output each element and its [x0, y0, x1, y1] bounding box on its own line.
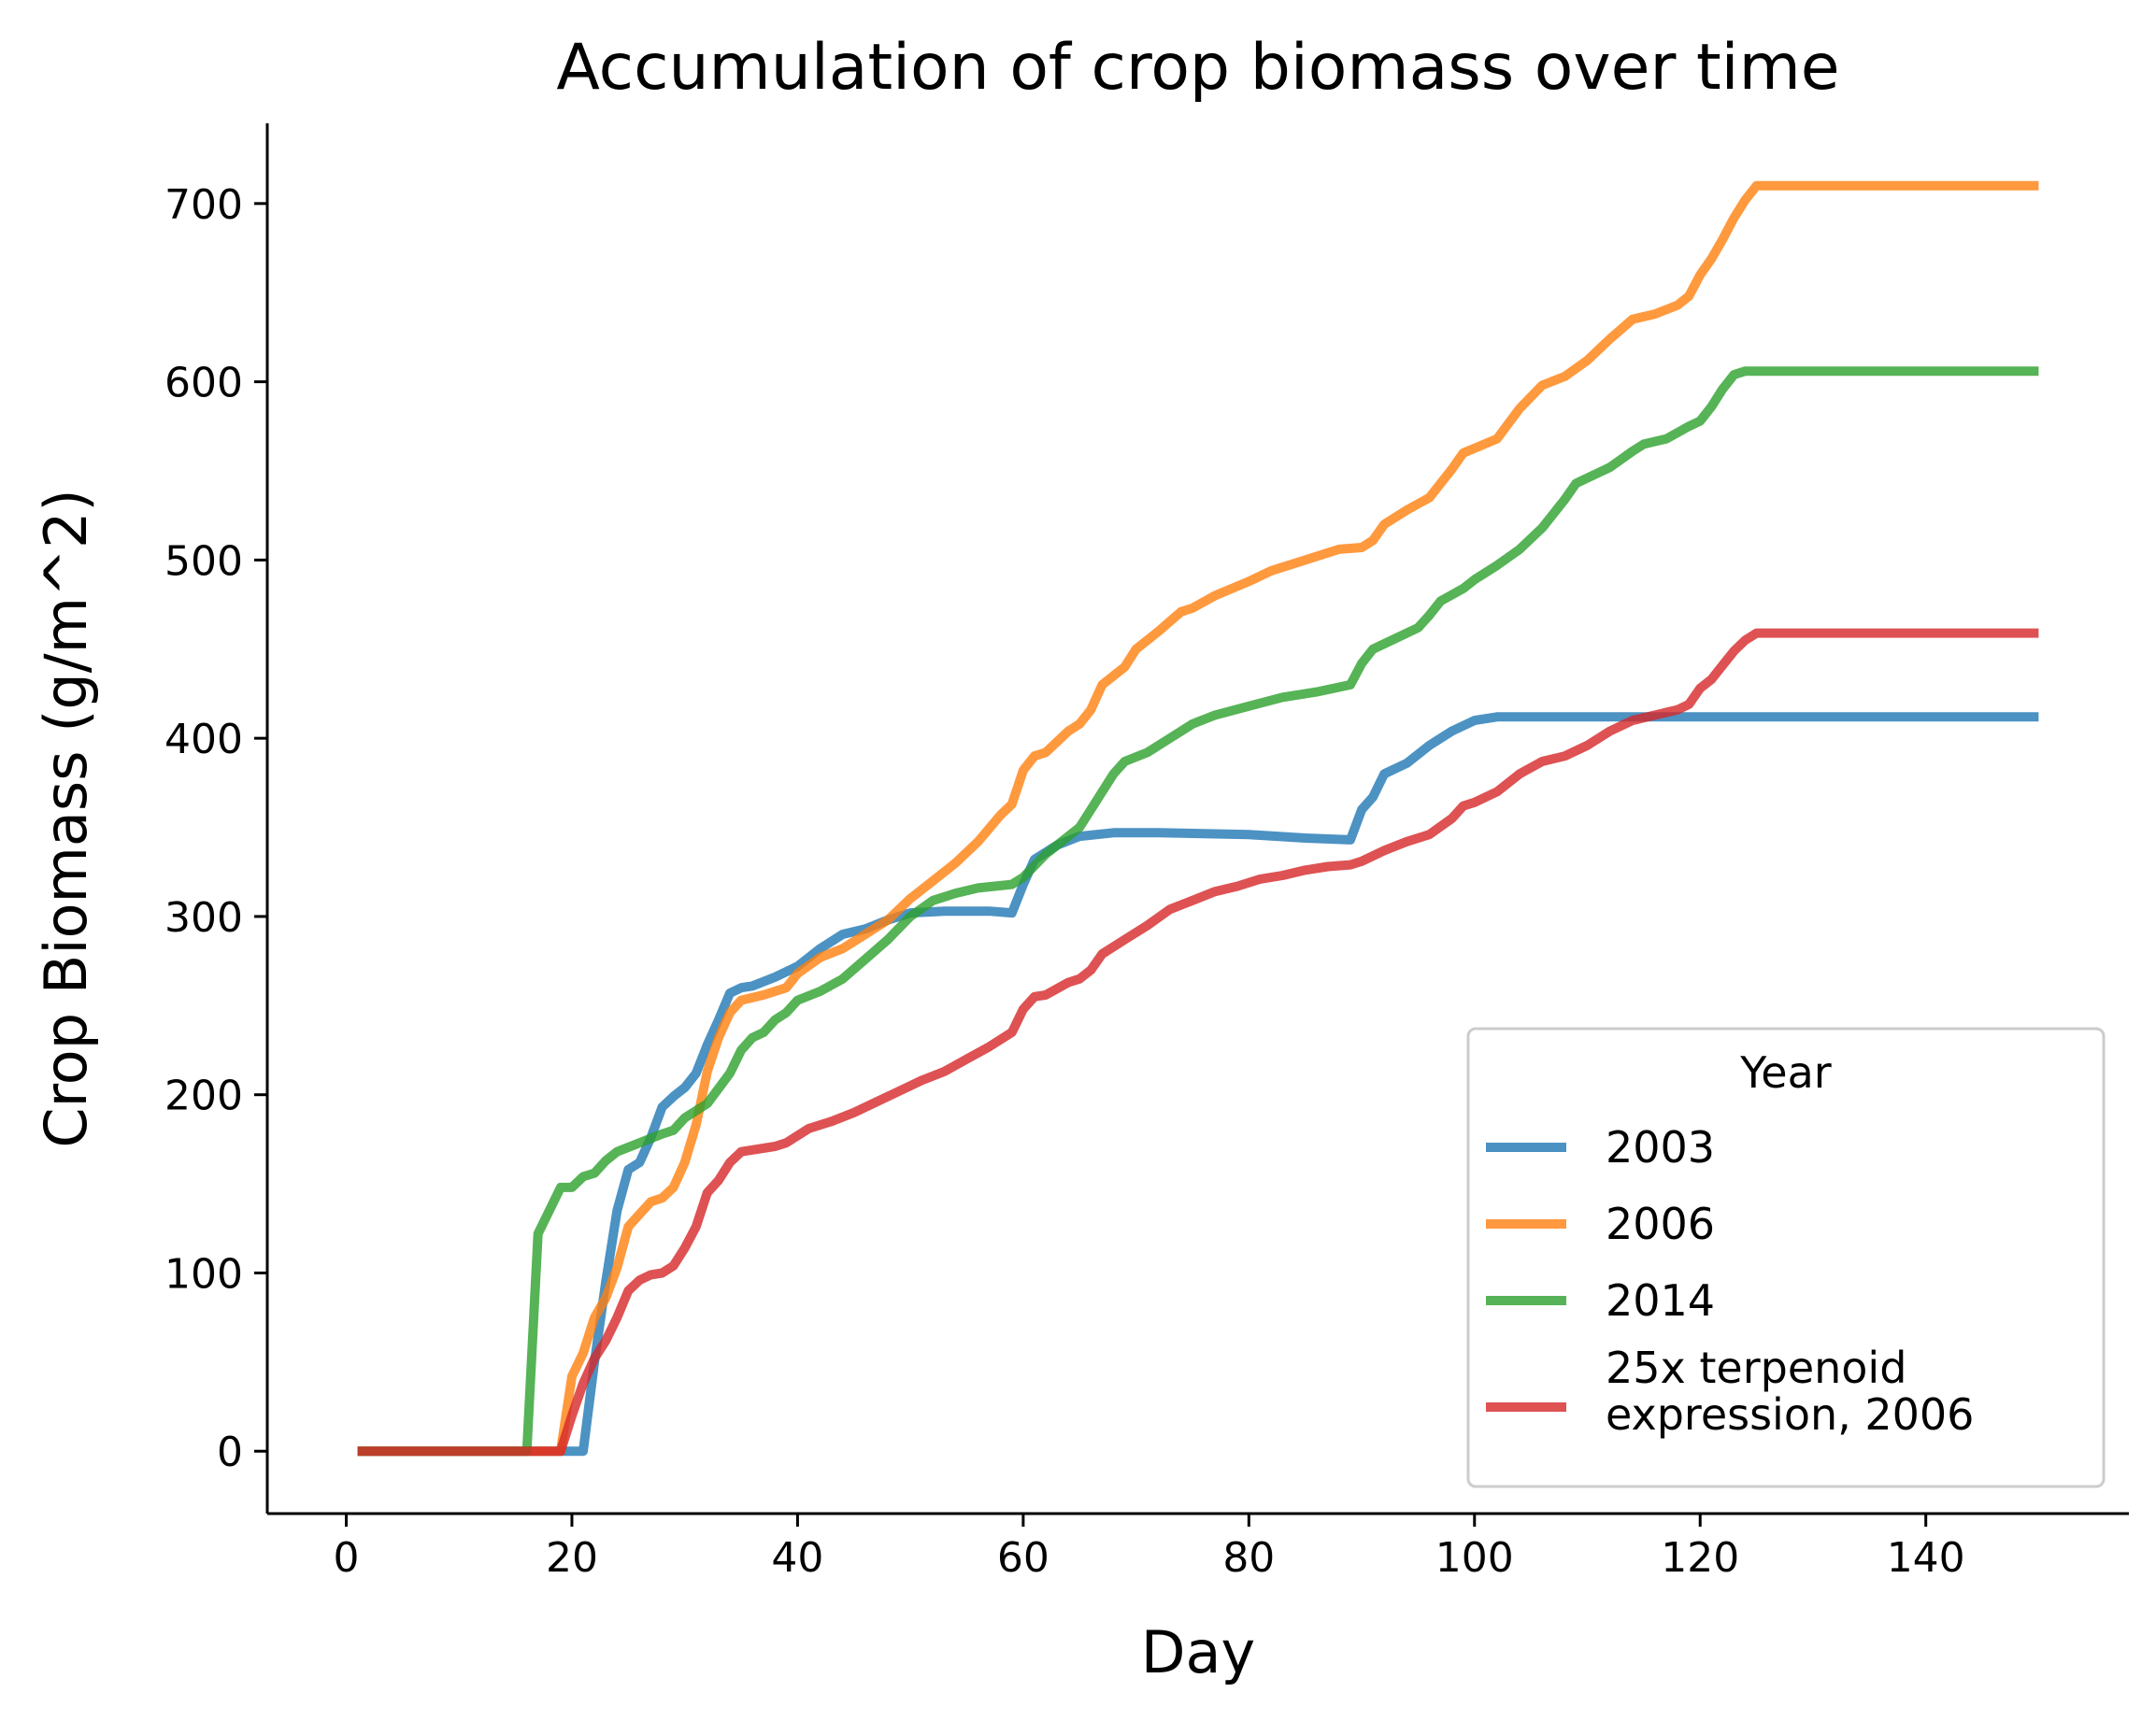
legend-frame — [1466, 1027, 2106, 1488]
x-tick-label: 40 — [771, 1534, 823, 1582]
series-line — [357, 366, 2039, 1457]
x-tick-label: 0 — [334, 1534, 360, 1582]
y-axis-label: Crop Biomass (g/m^2) — [32, 489, 100, 1147]
legend-label: 25x terpenoid — [1606, 1343, 1906, 1393]
series-line — [357, 628, 2039, 1457]
x-tick-label: 140 — [1887, 1534, 1965, 1582]
x-ticks: 0 20 40 60 80 100 120 140 — [334, 1514, 1965, 1582]
x-tick-label: 100 — [1435, 1534, 1514, 1582]
legend-label: 2014 — [1606, 1275, 1715, 1326]
y-tick-label: 500 — [164, 537, 243, 585]
x-tick-label: 20 — [546, 1534, 598, 1582]
legend-title: Year — [1739, 1047, 1831, 1098]
y-ticks: 0 100 200 300 400 500 600 700 — [164, 181, 267, 1476]
y-tick-label: 0 — [217, 1429, 243, 1476]
legend-label: expression, 2006 — [1606, 1389, 1974, 1440]
legend: Year 2003 2006 2014 25x terpenoidexpression… — [1466, 1027, 2106, 1488]
x-tick-label: 80 — [1222, 1534, 1275, 1582]
legend-label: 2006 — [1606, 1199, 1715, 1249]
series-line — [357, 180, 2039, 1457]
y-tick-label: 600 — [164, 360, 243, 407]
y-tick-label: 200 — [164, 1073, 243, 1120]
legend-label: 2003 — [1606, 1122, 1715, 1173]
x-tick-label: 60 — [997, 1534, 1049, 1582]
plot-area: 0 20 40 60 80 100 120 140 0 100 200 300 400 500 600 70… — [164, 123, 2129, 1582]
y-tick-label: 300 — [164, 894, 243, 942]
chart-title: Accumulation of crop biomass over time — [556, 31, 1839, 105]
series-layer — [357, 180, 2039, 1457]
y-tick-label: 100 — [164, 1250, 243, 1298]
x-tick-label: 120 — [1661, 1534, 1739, 1582]
y-tick-label: 700 — [164, 181, 243, 229]
x-axis-label: Day — [1141, 1618, 1255, 1686]
y-tick-label: 400 — [164, 716, 243, 763]
